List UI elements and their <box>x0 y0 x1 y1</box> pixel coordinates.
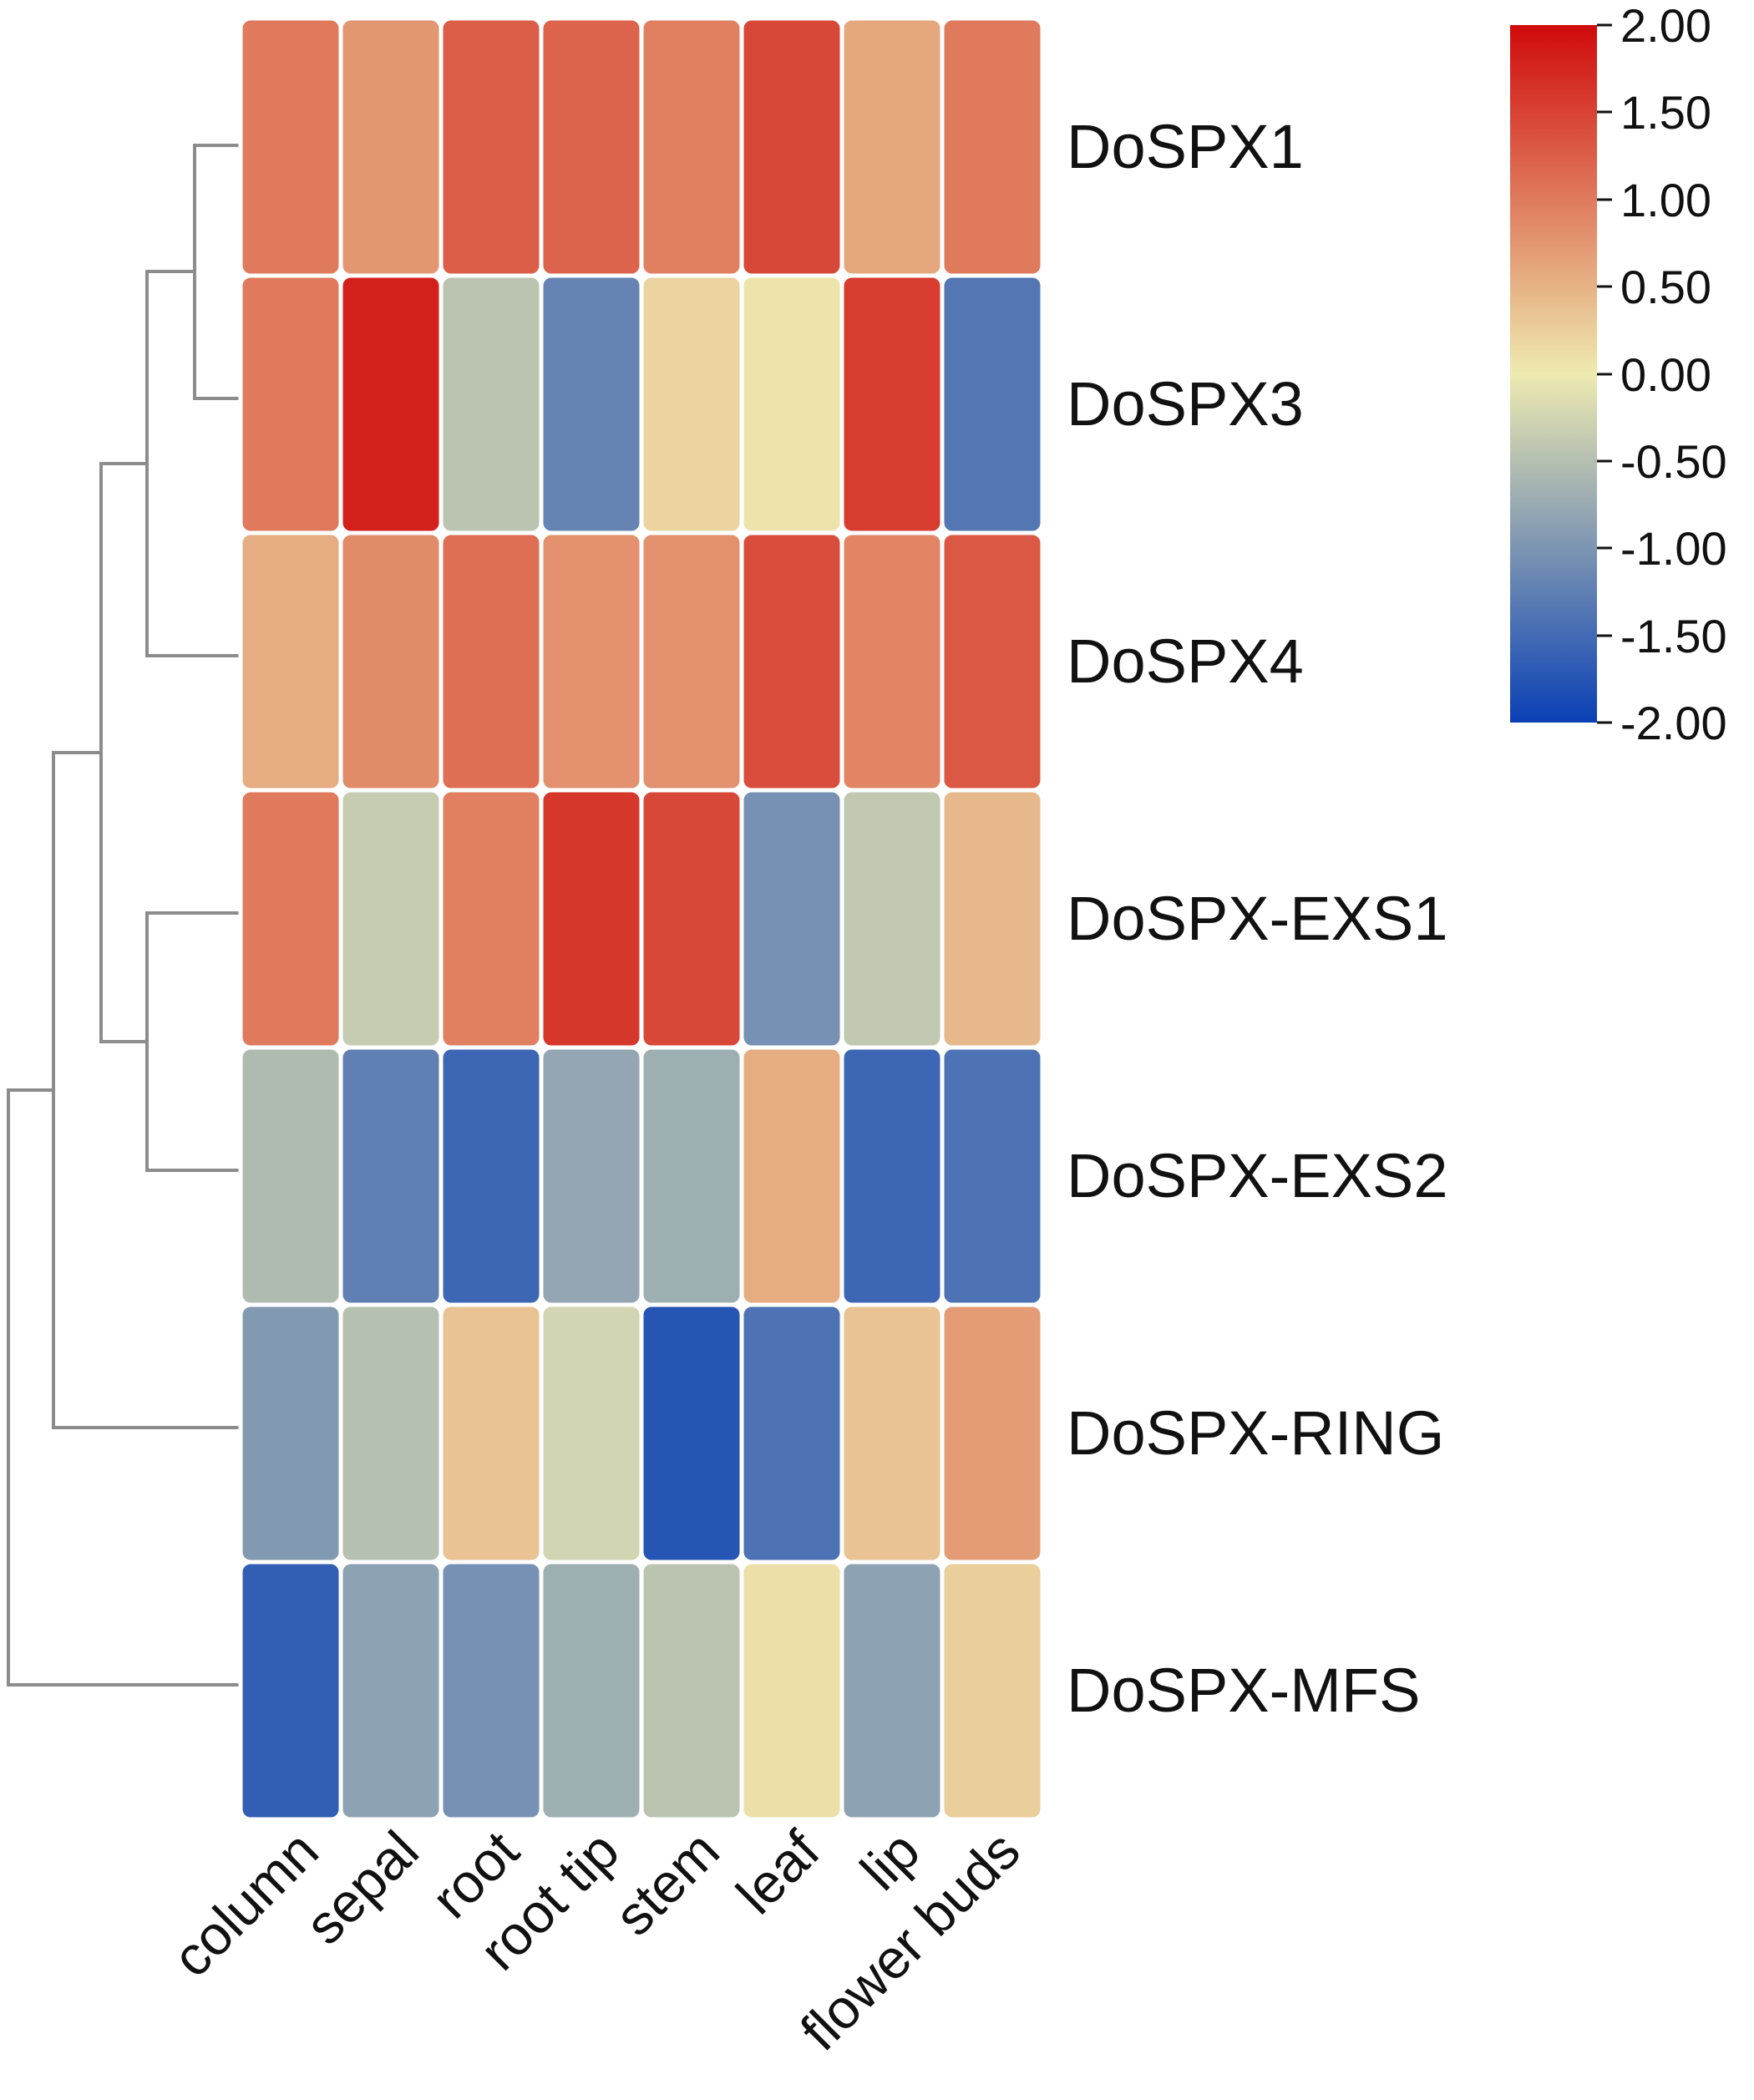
heatmap-cell-dospx-mfs-root-tip <box>539 1560 644 1822</box>
heatmap-cell-dospx4-root <box>438 530 544 793</box>
row-label-dospx-exs2: DoSPX-EXS2 <box>1067 1141 1448 1210</box>
heatmap-cell-dospx-ring-leaf <box>739 1302 844 1565</box>
heatmap-cell-dospx-exs2-flower-buds <box>940 1045 1045 1307</box>
heatmap-cell-dospx4-lip <box>839 530 945 793</box>
heatmap-cell-dospx-exs2-sepal <box>338 1045 444 1307</box>
heatmap-cell-dospx3-leaf <box>739 273 844 535</box>
heatmap-cell-dospx3-root-tip <box>539 273 644 535</box>
dendro-link-upper-clusters <box>99 462 147 1043</box>
heatmap-cell-dospx3-column <box>238 273 343 535</box>
heatmap-cell-dospx3-lip <box>839 273 945 535</box>
heatmap-cell-dospx4-root-tip <box>539 530 644 793</box>
colorbar-tick-label: -2.00 <box>1620 697 1727 749</box>
colorbar-tick-label: 0.50 <box>1620 261 1711 313</box>
row-label-dospx1: DoSPX1 <box>1067 112 1304 181</box>
heatmap-cell-dospx-ring-root <box>438 1302 544 1565</box>
colorbar-ticks <box>1597 23 1612 724</box>
colorbar-tick-label: -1.00 <box>1620 522 1727 575</box>
heatmap-cell-dospx4-sepal <box>338 530 444 793</box>
heatmap-cell-dospx1-sepal <box>338 16 444 278</box>
heatmap-cell-dospx-ring-lip <box>839 1302 945 1565</box>
heatmap-cell-dospx-exs1-lip <box>839 788 945 1050</box>
row-dendrogram <box>7 144 241 1687</box>
heatmap-cell-dospx-mfs-root <box>438 1560 544 1822</box>
heatmap-cell-dospx-exs1-flower-buds <box>940 788 1045 1050</box>
heatmap-cell-dospx-exs1-sepal <box>338 788 444 1050</box>
heatmap-cell-dospx-exs1-leaf <box>739 788 844 1050</box>
row-labels: DoSPX1 DoSPX3 DoSPX4 DoSPX-EXS1 DoSPX-EX… <box>1067 112 1448 1725</box>
heatmap-cell-dospx-exs2-lip <box>839 1045 945 1307</box>
heatmap-cell-dospx-mfs-stem <box>639 1560 744 1822</box>
heatmap-cell-dospx-exs2-stem <box>639 1045 744 1307</box>
column-labels: column sepal root root tip stem leaf lip… <box>160 1818 1032 2062</box>
heatmap-cell-dospx4-column <box>238 530 343 793</box>
colorbar-tick-label: 0.00 <box>1620 348 1711 401</box>
heatmap-cell-dospx1-stem <box>639 16 744 278</box>
dendro-link-mfs <box>7 1088 241 1687</box>
heatmap-cell-dospx-mfs-flower-buds <box>940 1560 1045 1822</box>
heatmap-cell-dospx3-root <box>438 273 544 535</box>
heatmap-cell-dospx-ring-flower-buds <box>940 1302 1045 1565</box>
heatmap-cell-dospx-mfs-leaf <box>739 1560 844 1822</box>
heatmap-cell-dospx-exs1-stem <box>639 788 744 1050</box>
col-label-leaf: leaf <box>724 1818 831 1925</box>
heatmap-cell-dospx-ring-stem <box>639 1302 744 1565</box>
colorbar-tick-labels: 2.00 1.50 1.00 0.50 0.00 -0.50 -1.00 -1.… <box>1620 0 1727 749</box>
heatmap-cells <box>238 16 1045 1822</box>
heatmap-cell-dospx4-leaf <box>739 530 844 793</box>
heatmap-cell-dospx3-sepal <box>338 273 444 535</box>
col-label-stem: stem <box>602 1819 730 1947</box>
heatmap-cell-dospx4-flower-buds <box>940 530 1045 793</box>
heatmap-cell-dospx-mfs-column <box>238 1560 343 1822</box>
heatmap-cell-dospx-ring-sepal <box>338 1302 444 1565</box>
dendro-link-spx1-spx3 <box>193 144 241 400</box>
heatmap-cell-dospx1-root-tip <box>539 16 644 278</box>
colorbar-gradient <box>1510 25 1597 723</box>
heatmap-cell-dospx-exs1-root-tip <box>539 788 644 1050</box>
heatmap-cell-dospx-exs2-root <box>438 1045 544 1307</box>
heatmap-cell-dospx1-column <box>238 16 343 278</box>
col-label-sepal: sepal <box>293 1819 430 1956</box>
heatmap-cell-dospx1-leaf <box>739 16 844 278</box>
colorbar-tick-label: 1.00 <box>1620 174 1711 226</box>
colorbar-tick-label: -1.50 <box>1620 610 1727 662</box>
heatmap-cell-dospx-exs2-leaf <box>739 1045 844 1307</box>
row-label-dospx-mfs: DoSPX-MFS <box>1067 1656 1421 1725</box>
dendro-link-exs1-exs2 <box>145 911 241 1172</box>
heatmap-cell-dospx3-flower-buds <box>940 273 1045 535</box>
row-label-dospx-ring: DoSPX-RING <box>1067 1398 1444 1468</box>
colorbar-tick-label: 2.00 <box>1620 0 1711 52</box>
heatmap-cell-dospx-ring-column <box>238 1302 343 1565</box>
colorbar-tick-label: -0.50 <box>1620 435 1727 488</box>
heatmap-cell-dospx-exs2-column <box>238 1045 343 1307</box>
heatmap-cell-dospx-exs2-root-tip <box>539 1045 644 1307</box>
colorbar-tick-label: 1.50 <box>1620 86 1711 139</box>
heatmap-cell-dospx-exs1-root <box>438 788 544 1050</box>
heatmap-cell-dospx-mfs-sepal <box>338 1560 444 1822</box>
heatmap-cell-dospx1-lip <box>839 16 945 278</box>
heatmap-cell-dospx-mfs-lip <box>839 1560 945 1822</box>
heatmap-cell-dospx4-stem <box>639 530 744 793</box>
heatmap-cell-dospx1-flower-buds <box>940 16 1045 278</box>
heatmap-cell-dospx-ring-root-tip <box>539 1302 644 1565</box>
heatmap-cell-dospx-exs1-column <box>238 788 343 1050</box>
row-label-dospx3: DoSPX3 <box>1067 369 1304 439</box>
colorbar: 2.00 1.50 1.00 0.50 0.00 -0.50 -1.00 -1.… <box>1510 0 1727 749</box>
row-label-dospx4: DoSPX4 <box>1067 626 1304 696</box>
heatmap-cell-dospx1-root <box>438 16 544 278</box>
heatmap-cell-dospx3-stem <box>639 273 744 535</box>
row-label-dospx-exs1: DoSPX-EXS1 <box>1067 884 1448 953</box>
